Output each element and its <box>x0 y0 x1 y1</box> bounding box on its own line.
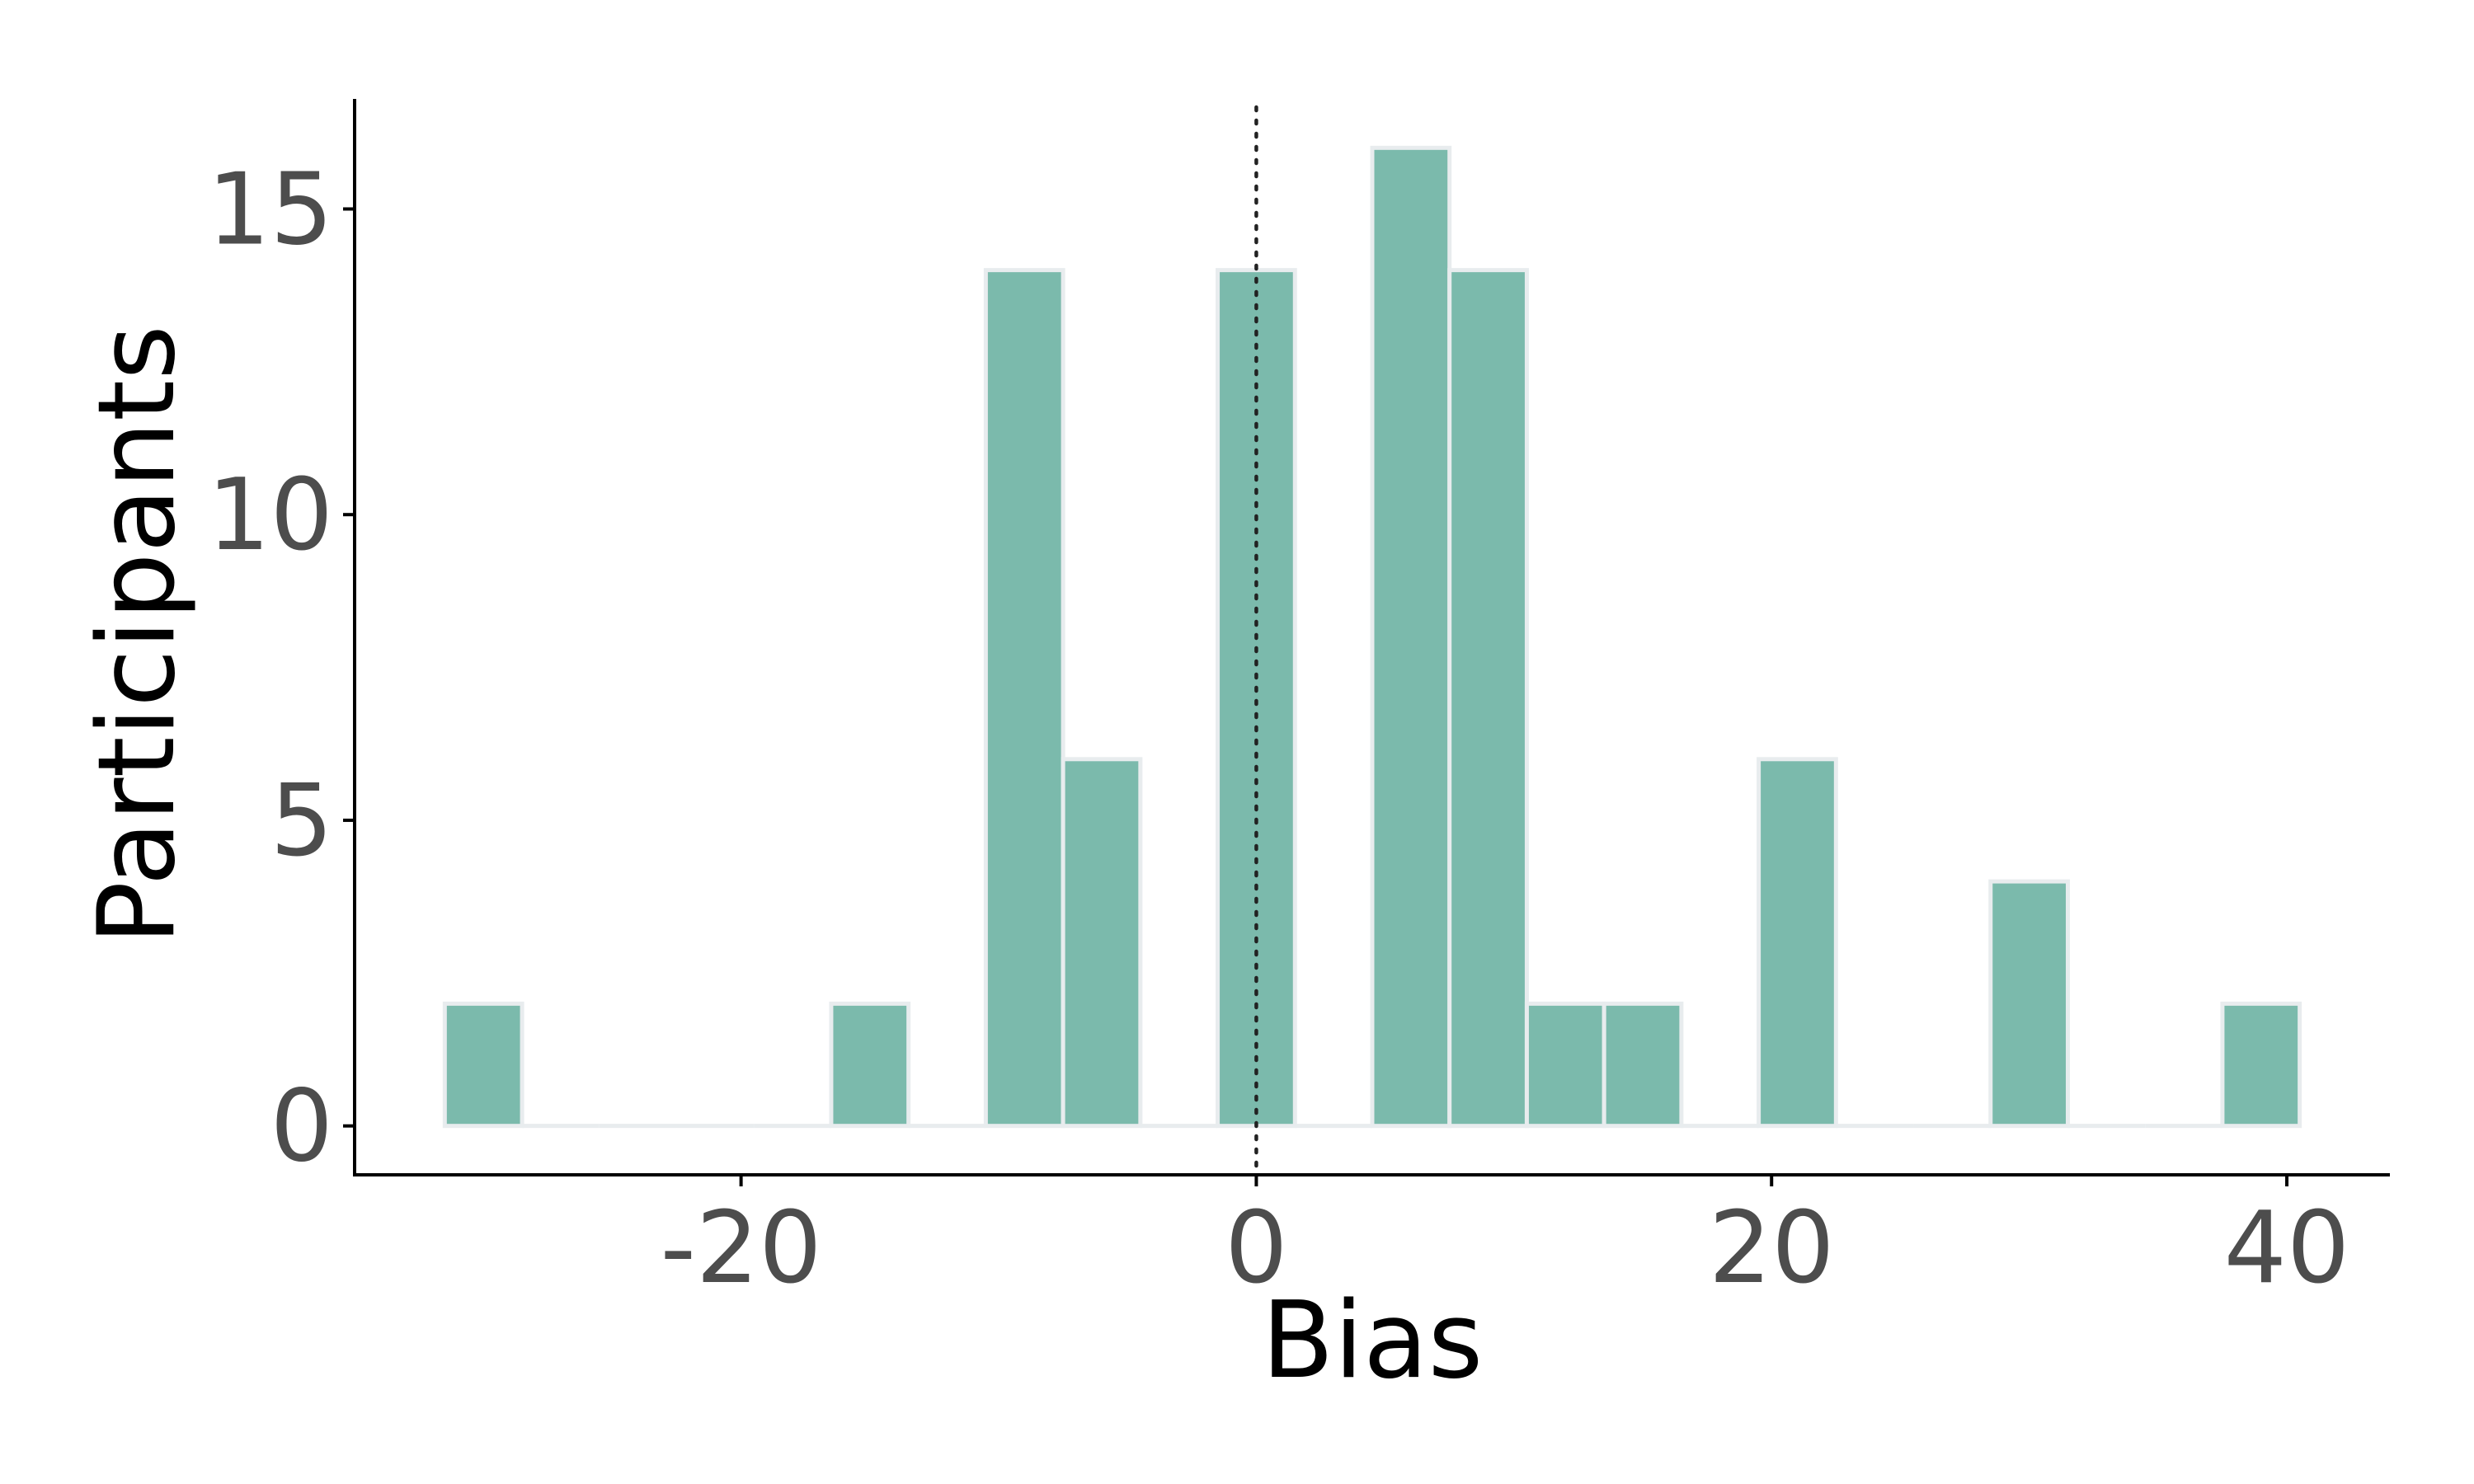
y-tick-label: 15 <box>207 153 333 267</box>
histogram-bars <box>442 145 2302 1129</box>
y-tick-label: 5 <box>270 764 333 879</box>
y-tick-label: 0 <box>270 1070 333 1185</box>
histogram-bar <box>1602 1001 1684 1129</box>
x-tick-label: 40 <box>2224 1191 2350 1306</box>
histogram-bar <box>2220 1001 2302 1129</box>
histogram-bar <box>1370 145 1452 1129</box>
histogram-bar <box>829 1001 911 1129</box>
histogram-bar <box>1061 757 1143 1129</box>
x-axis-ticks: -20 0 20 40 <box>661 1175 2350 1306</box>
histogram-bar <box>983 268 1065 1129</box>
x-tick-label: 20 <box>1709 1191 1835 1306</box>
x-axis-title: Bias <box>1262 1280 1484 1402</box>
x-tick-label: -20 <box>661 1191 822 1306</box>
histogram-bar <box>1988 879 2070 1129</box>
x-tick-label: 0 <box>1225 1191 1287 1306</box>
histogram-bar <box>1757 757 1838 1129</box>
histogram-bar <box>1447 268 1529 1129</box>
histogram-bar <box>1524 1001 1606 1129</box>
y-tick-label: 10 <box>207 458 333 573</box>
histogram-bar <box>442 1001 524 1129</box>
y-axis-ticks: 0 5 10 15 <box>207 153 355 1185</box>
y-axis-title: Participants <box>76 325 199 945</box>
